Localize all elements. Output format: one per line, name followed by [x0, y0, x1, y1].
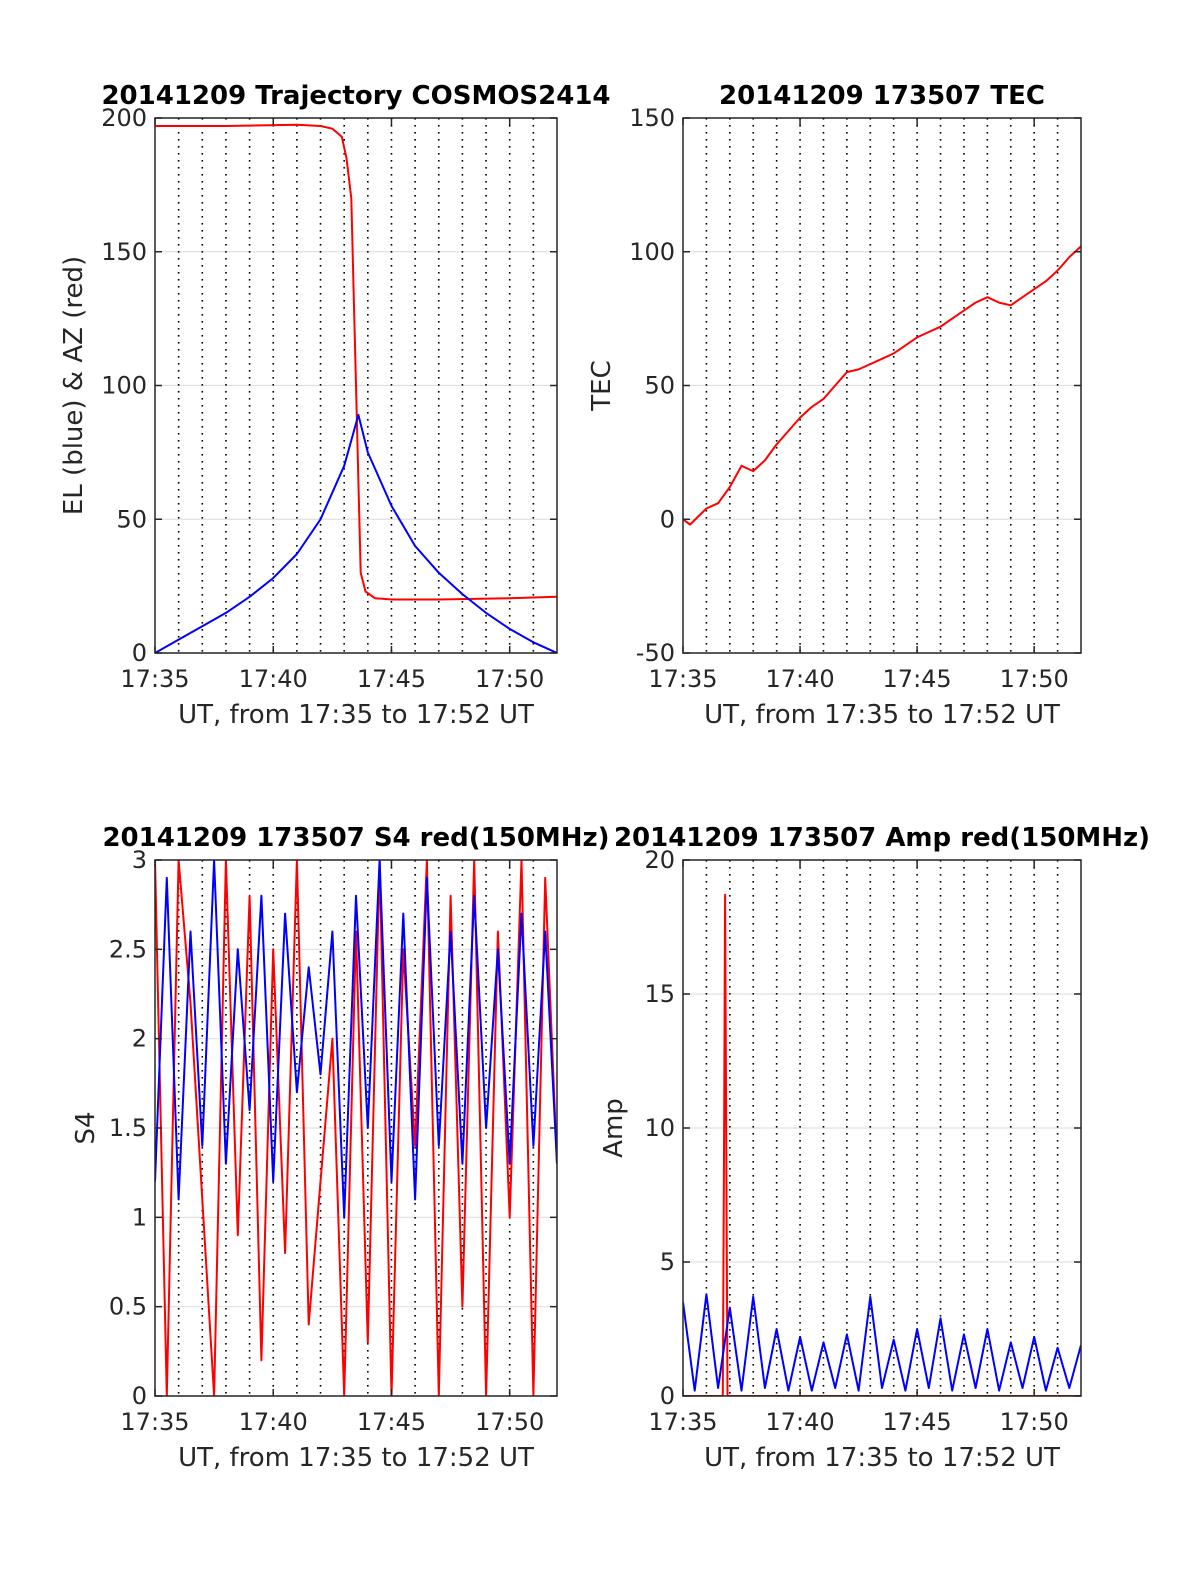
s4-x-axis-label: UT, from 17:35 to 17:52 UT	[178, 1443, 534, 1473]
tec-ytick-label: 50	[644, 372, 675, 400]
amp-series-1-line	[683, 1293, 1081, 1392]
traj-chart: 17:35 17:40 17:45 17:50 0 50 100 150 20020141209…	[59, 81, 611, 730]
traj-ytick-label: 50	[116, 505, 147, 533]
traj-xtick-label: 17:35	[120, 665, 189, 693]
s4-chart-title: 20141209 173507 S4 red(150MHz)	[102, 823, 609, 853]
tec-chart-title: 20141209 173507 TEC	[719, 81, 1045, 111]
tec-x-axis-label: UT, from 17:35 to 17:52 UT	[704, 700, 1060, 730]
s4-chart: 17:35 17:40 17:45 17:50 0 0.5 1 1.5 2 2.5 32014120…	[71, 823, 610, 1473]
s4-xtick-label: 17:35	[120, 1408, 189, 1436]
traj-ytick-label: 0	[132, 639, 147, 667]
amp-xtick-label: 17:50	[1000, 1408, 1069, 1436]
traj-ytick-label: 100	[101, 372, 147, 400]
tec-series-0-line	[683, 245, 1081, 526]
tec-chart: 17:35 17:40 17:45 17:50 -50 0 50 100 150 20141209…	[587, 81, 1082, 730]
amp-x-axis-label: UT, from 17:35 to 17:52 UT	[704, 1443, 1060, 1473]
s4-ytick-label: 1.5	[109, 1114, 147, 1142]
traj-xtick-label: 17:40	[239, 665, 308, 693]
traj-y-axis-label: EL (blue) & AZ (red)	[59, 256, 89, 515]
s4-ytick-label: 1	[132, 1203, 147, 1231]
amp-ytick-label: 15	[644, 980, 675, 1008]
s4-ytick-label: 0	[132, 1382, 147, 1410]
amp-chart-title: 20141209 173507 Amp red(150MHz)	[614, 823, 1150, 853]
amp-ytick-label: 20	[644, 846, 675, 874]
traj-chart-title: 20141209 Trajectory COSMOS2414	[101, 81, 610, 111]
tec-ytick-label: -50	[636, 639, 675, 667]
tec-xtick-label: 17:40	[765, 665, 834, 693]
amp-ytick-label: 10	[644, 1114, 675, 1142]
s4-ytick-label: 2.5	[109, 935, 147, 963]
s4-ytick-label: 2	[132, 1025, 147, 1053]
tec-y-axis-label: TEC	[587, 360, 617, 411]
s4-xtick-label: 17:45	[357, 1408, 426, 1436]
amp-series-0-line	[683, 893, 1081, 1396]
s4-y-axis-label: S4	[71, 1111, 101, 1144]
traj-xtick-label: 17:50	[475, 665, 544, 693]
amp-xtick-label: 17:35	[648, 1408, 717, 1436]
tec-ytick-label: 150	[629, 104, 675, 132]
traj-series-1-line	[155, 413, 557, 653]
amp-xtick-label: 17:45	[883, 1408, 952, 1436]
amp-ytick-label: 0	[660, 1382, 675, 1410]
traj-x-axis-label: UT, from 17:35 to 17:52 UT	[178, 700, 534, 730]
s4-xtick-label: 17:50	[475, 1408, 544, 1436]
amp-y-axis-label: Amp	[599, 1098, 629, 1158]
s4-series-1-line	[155, 860, 557, 1219]
tec-xtick-label: 17:45	[883, 665, 952, 693]
traj-series-0-line	[155, 123, 557, 601]
s4-ytick-label: 0.5	[109, 1293, 147, 1321]
tec-xtick-label: 17:50	[1000, 665, 1069, 693]
traj-ytick-label: 150	[101, 238, 147, 266]
tec-ytick-label: 0	[660, 505, 675, 533]
traj-xtick-label: 17:45	[357, 665, 426, 693]
tec-ytick-label: 100	[629, 238, 675, 266]
amp-xtick-label: 17:40	[765, 1408, 834, 1436]
tec-xtick-label: 17:35	[648, 665, 717, 693]
traj-ytick-label: 200	[101, 104, 147, 132]
s4-ytick-label: 3	[132, 846, 147, 874]
amp-ytick-label: 5	[660, 1248, 675, 1276]
s4-xtick-label: 17:40	[239, 1408, 308, 1436]
